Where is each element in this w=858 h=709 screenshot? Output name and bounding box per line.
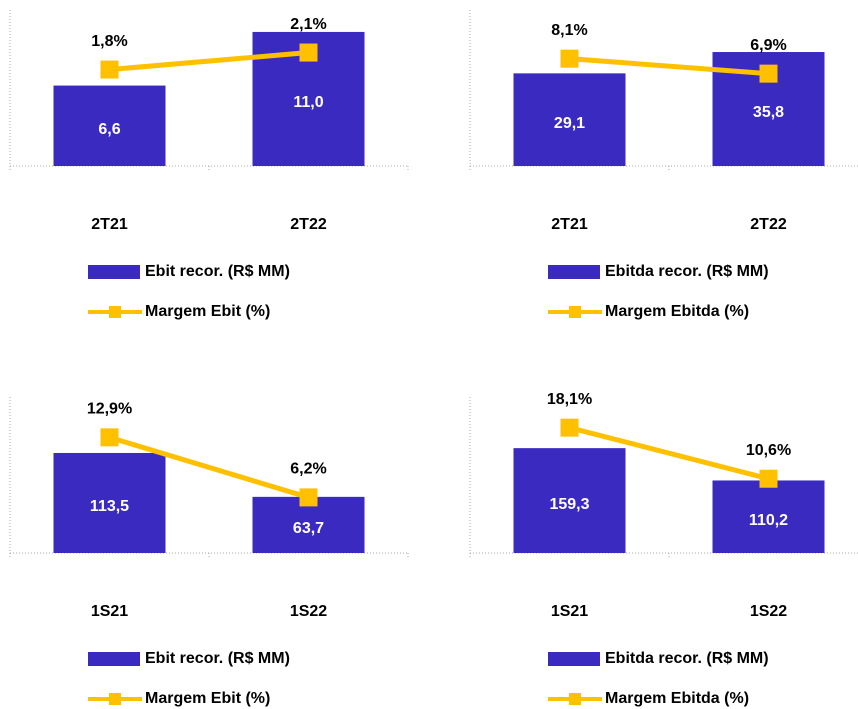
line-marker <box>100 60 119 79</box>
legend-swatch <box>88 652 140 666</box>
legend-swatch <box>88 265 140 279</box>
line-marker <box>759 469 778 488</box>
legend-marker <box>109 306 121 318</box>
line-value-label: 6,2% <box>290 461 326 478</box>
line-marker <box>560 49 579 68</box>
legend-label: Margem Ebitda (%) <box>605 303 749 320</box>
x-tick-label: 1S21 <box>91 603 128 620</box>
line-value-label: 6,9% <box>750 37 786 54</box>
x-tick-label: 2T22 <box>290 216 327 233</box>
x-tick-label: 1S22 <box>750 603 787 620</box>
bar-value-label: 11,0 <box>293 94 323 111</box>
legend-label: Ebit recor. (R$ MM) <box>145 650 290 667</box>
legend-label: Ebitda recor. (R$ MM) <box>605 263 769 280</box>
line <box>108 434 310 500</box>
line-marker <box>560 418 579 437</box>
bar <box>513 73 626 166</box>
legend-marker <box>569 306 581 318</box>
line <box>109 50 309 73</box>
legend-swatch <box>548 652 600 666</box>
line-value-label: 12,9% <box>87 401 132 418</box>
line-value-label: 18,1% <box>547 391 592 408</box>
bar-value-label: 113,5 <box>90 498 129 515</box>
x-tick-label: 2T22 <box>750 216 787 233</box>
legend-marker <box>569 693 581 705</box>
bar-value-label: 35,8 <box>753 104 784 121</box>
x-tick-label: 1S22 <box>290 603 327 620</box>
line <box>568 425 770 482</box>
bar <box>712 480 825 553</box>
bar <box>513 448 626 553</box>
line-value-label: 2,1% <box>290 16 326 33</box>
legend-label: Margem Ebitda (%) <box>605 690 749 707</box>
line <box>569 56 769 77</box>
legend-label: Ebitda recor. (R$ MM) <box>605 650 769 667</box>
bar <box>53 85 166 166</box>
line-marker <box>100 428 119 447</box>
line-marker <box>759 64 778 83</box>
line-marker <box>299 488 318 507</box>
bar-value-label: 159,3 <box>549 496 589 513</box>
legend-label: Ebit recor. (R$ MM) <box>145 263 290 280</box>
x-tick-label: 2T21 <box>91 216 128 233</box>
line-value-label: 1,8% <box>91 33 127 50</box>
legend-swatch <box>548 265 600 279</box>
line-marker <box>299 43 318 62</box>
legend-marker <box>109 693 121 705</box>
x-tick-label: 2T21 <box>551 216 588 233</box>
bar-value-label: 110,2 <box>749 512 788 529</box>
x-tick-label: 1S21 <box>551 603 588 620</box>
line-value-label: 10,6% <box>746 442 791 459</box>
legend-label: Margem Ebit (%) <box>145 303 270 320</box>
bar-value-label: 6,6 <box>98 121 120 138</box>
line-value-label: 8,1% <box>551 22 587 39</box>
legend-label: Margem Ebit (%) <box>145 690 270 707</box>
bar-value-label: 63,7 <box>293 520 324 537</box>
bar-value-label: 29,1 <box>554 115 585 132</box>
bar <box>53 452 166 553</box>
